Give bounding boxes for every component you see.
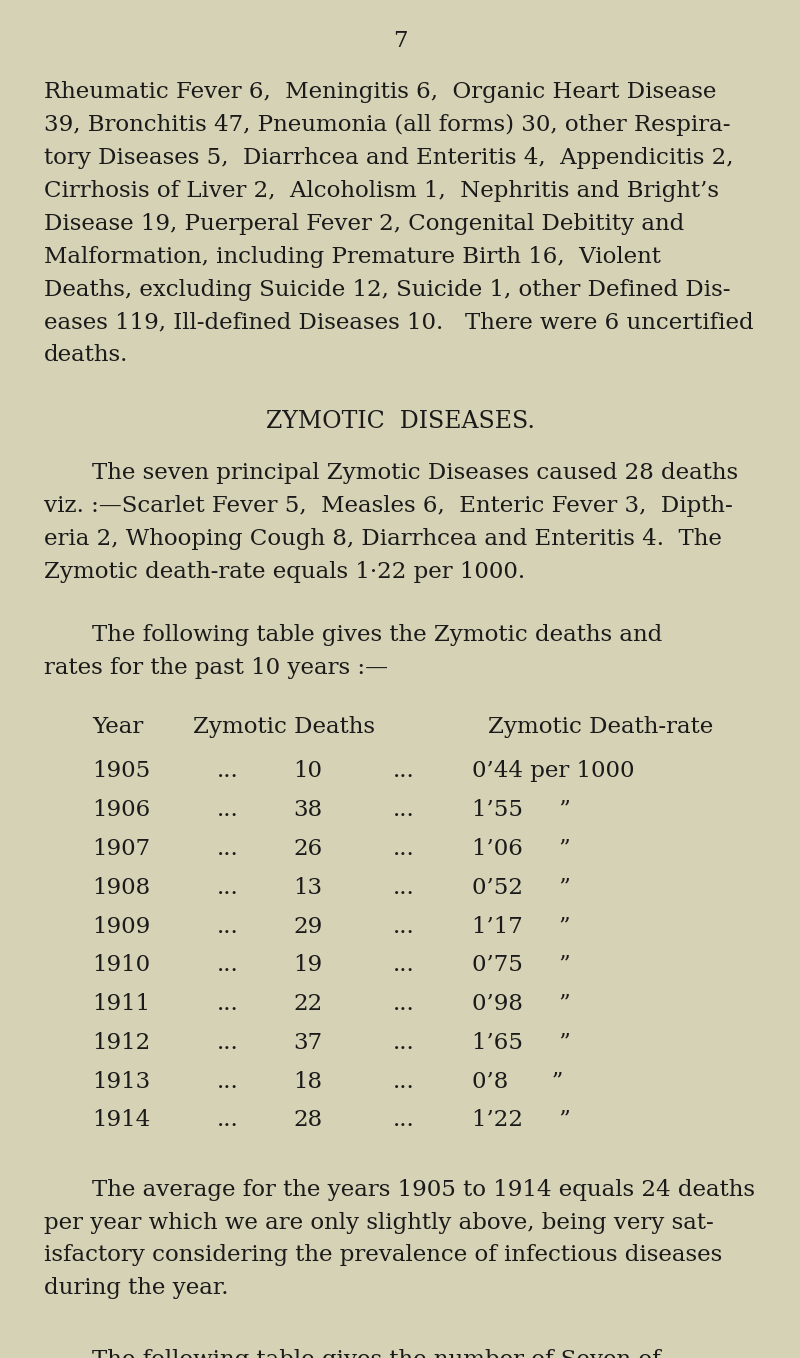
- Text: 29: 29: [294, 915, 322, 937]
- Text: 0’75     ”: 0’75 ”: [472, 955, 570, 976]
- Text: eases 119, Ill-defined Diseases 10.   There were 6 uncertified: eases 119, Ill-defined Diseases 10. Ther…: [44, 311, 754, 334]
- Text: 1’22     ”: 1’22 ”: [472, 1109, 571, 1131]
- Text: rates for the past 10 years :—: rates for the past 10 years :—: [44, 657, 388, 679]
- Text: 18: 18: [294, 1070, 322, 1093]
- Text: Malformation, including Premature Birth 16,  Violent: Malformation, including Premature Birth …: [44, 246, 661, 268]
- Text: The following table gives the number of Seven of: The following table gives the number of …: [92, 1350, 661, 1358]
- Text: per year which we are only slightly above, being very sat-: per year which we are only slightly abov…: [44, 1211, 714, 1233]
- Text: 38: 38: [294, 800, 322, 822]
- Text: 28: 28: [294, 1109, 322, 1131]
- Text: deaths.: deaths.: [44, 345, 128, 367]
- Text: Disease 19, Puerperal Fever 2, Congenital Debitity and: Disease 19, Puerperal Fever 2, Congenita…: [44, 213, 684, 235]
- Text: ...: ...: [217, 838, 239, 860]
- Text: ...: ...: [393, 1109, 415, 1131]
- Text: 1905: 1905: [92, 760, 150, 782]
- Text: The average for the years 1905 to 1914 equals 24 deaths: The average for the years 1905 to 1914 e…: [92, 1179, 755, 1200]
- Text: ...: ...: [217, 800, 239, 822]
- Text: eria 2, Whooping Cough 8, Diarrhcea and Enteritis 4.  The: eria 2, Whooping Cough 8, Diarrhcea and …: [44, 528, 722, 550]
- Text: 1’65     ”: 1’65 ”: [472, 1032, 571, 1054]
- Text: 1912: 1912: [92, 1032, 150, 1054]
- Text: ...: ...: [393, 1032, 415, 1054]
- Text: Cirrhosis of Liver 2,  Alcoholism 1,  Nephritis and Bright’s: Cirrhosis of Liver 2, Alcoholism 1, Neph…: [44, 181, 719, 202]
- Text: ...: ...: [217, 993, 239, 1016]
- Text: 1914: 1914: [92, 1109, 150, 1131]
- Text: 37: 37: [294, 1032, 322, 1054]
- Text: 1909: 1909: [92, 915, 150, 937]
- Text: Year: Year: [92, 716, 143, 739]
- Text: ZYMOTIC  DISEASES.: ZYMOTIC DISEASES.: [266, 410, 534, 433]
- Text: The following table gives the Zymotic deaths and: The following table gives the Zymotic de…: [92, 625, 662, 646]
- Text: Deaths, excluding Suicide 12, Suicide 1, other Defined Dis-: Deaths, excluding Suicide 12, Suicide 1,…: [44, 278, 730, 300]
- Text: ...: ...: [393, 800, 415, 822]
- Text: 39, Bronchitis 47, Pneumonia (all forms) 30, other Respira-: 39, Bronchitis 47, Pneumonia (all forms)…: [44, 114, 730, 136]
- Text: ...: ...: [393, 877, 415, 899]
- Text: Rheumatic Fever 6,  Meningitis 6,  Organic Heart Disease: Rheumatic Fever 6, Meningitis 6, Organic…: [44, 81, 716, 103]
- Text: 1906: 1906: [92, 800, 150, 822]
- Text: ...: ...: [393, 993, 415, 1016]
- Text: 0’8      ”: 0’8 ”: [472, 1070, 563, 1093]
- Text: 1’55     ”: 1’55 ”: [472, 800, 571, 822]
- Text: ...: ...: [217, 877, 239, 899]
- Text: 7: 7: [393, 30, 407, 52]
- Text: 19: 19: [294, 955, 322, 976]
- Text: 1’17     ”: 1’17 ”: [472, 915, 570, 937]
- Text: ...: ...: [217, 1070, 239, 1093]
- Text: 26: 26: [294, 838, 322, 860]
- Text: ...: ...: [217, 760, 239, 782]
- Text: Zymotic Death-rate: Zymotic Death-rate: [488, 716, 714, 739]
- Text: 0’44 per 1000: 0’44 per 1000: [472, 760, 634, 782]
- Text: 1913: 1913: [92, 1070, 150, 1093]
- Text: 1910: 1910: [92, 955, 150, 976]
- Text: ...: ...: [393, 760, 415, 782]
- Text: 1908: 1908: [92, 877, 150, 899]
- Text: ...: ...: [393, 915, 415, 937]
- Text: ...: ...: [393, 838, 415, 860]
- Text: 1911: 1911: [92, 993, 150, 1016]
- Text: ...: ...: [217, 955, 239, 976]
- Text: tory Diseases 5,  Diarrhcea and Enteritis 4,  Appendicitis 2,: tory Diseases 5, Diarrhcea and Enteritis…: [44, 147, 734, 170]
- Text: Zymotic death-rate equals 1·22 per 1000.: Zymotic death-rate equals 1·22 per 1000.: [44, 561, 525, 583]
- Text: 22: 22: [294, 993, 322, 1016]
- Text: 1’06     ”: 1’06 ”: [472, 838, 570, 860]
- Text: The seven principal Zymotic Diseases caused 28 deaths: The seven principal Zymotic Diseases cau…: [92, 463, 738, 485]
- Text: ...: ...: [217, 915, 239, 937]
- Text: ...: ...: [393, 1070, 415, 1093]
- Text: 10: 10: [294, 760, 322, 782]
- Text: 13: 13: [294, 877, 322, 899]
- Text: 0’52     ”: 0’52 ”: [472, 877, 571, 899]
- Text: ...: ...: [217, 1109, 239, 1131]
- Text: isfactory considering the prevalence of infectious diseases: isfactory considering the prevalence of …: [44, 1244, 722, 1267]
- Text: ...: ...: [217, 1032, 239, 1054]
- Text: Zymotic Deaths: Zymotic Deaths: [193, 716, 375, 739]
- Text: ...: ...: [393, 955, 415, 976]
- Text: 1907: 1907: [92, 838, 150, 860]
- Text: during the year.: during the year.: [44, 1278, 229, 1300]
- Text: 0’98     ”: 0’98 ”: [472, 993, 570, 1016]
- Text: viz. :—Scarlet Fever 5,  Measles 6,  Enteric Fever 3,  Dipth-: viz. :—Scarlet Fever 5, Measles 6, Enter…: [44, 496, 733, 517]
